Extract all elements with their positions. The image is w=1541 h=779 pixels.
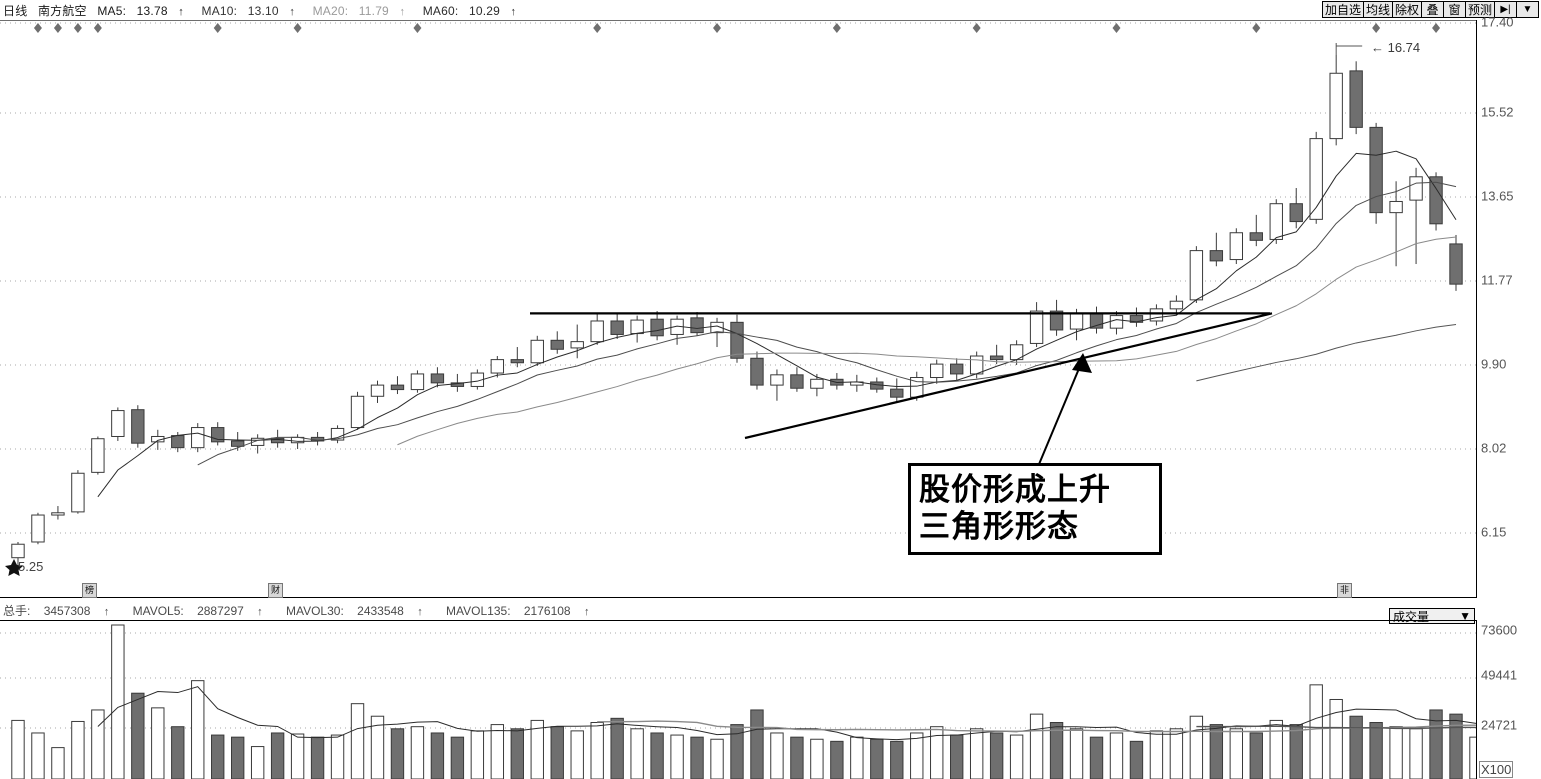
ma5-readout: MA5: 13.78 ↑ bbox=[97, 4, 184, 18]
annotation-line-1: 股价形成上升 bbox=[919, 472, 1111, 509]
chart-toolbar: 加自选 均线 除权 叠 窗 预测 ▶| ▼ bbox=[1321, 1, 1539, 18]
volume-axis: 73600 49441 24721 X100 bbox=[1476, 620, 1541, 779]
volume-chart-svg bbox=[0, 624, 1476, 779]
price-chart-svg bbox=[0, 22, 1476, 576]
x-axis-badge-ranking[interactable]: 榜 bbox=[82, 583, 97, 598]
period-label: 日线 bbox=[3, 4, 28, 18]
x-axis-badge-other[interactable]: 非 bbox=[1337, 583, 1352, 598]
overlay-button[interactable]: 叠 bbox=[1420, 1, 1444, 18]
window-button[interactable]: 窗 bbox=[1442, 1, 1466, 18]
mavol135-readout: MAVOL135: 2176108 ↑ bbox=[446, 604, 590, 618]
volume-axis-tick: 73600 bbox=[1481, 622, 1518, 638]
volume-unit-label: X100 bbox=[1479, 761, 1514, 778]
ma10-readout: MA10: 13.10 ↑ bbox=[201, 4, 296, 18]
annotation-line-2: 三角形形态 bbox=[919, 509, 1079, 545]
price-axis-tick: 17.40 bbox=[1481, 14, 1514, 30]
peak-price-marker: ← 16.74 bbox=[1371, 40, 1421, 55]
volume-axis-tick: 24721 bbox=[1481, 717, 1518, 733]
price-axis-tick: 15.52 bbox=[1481, 104, 1514, 120]
chevron-down-icon[interactable]: ▼ bbox=[1516, 1, 1539, 18]
price-axis-tick: 9.90 bbox=[1481, 356, 1507, 372]
stock-name-label: 南方航空 bbox=[37, 4, 87, 18]
moving-average-button[interactable]: 均线 bbox=[1362, 1, 1393, 18]
ex-rights-button[interactable]: 除权 bbox=[1391, 1, 1422, 18]
price-axis-tick: 8.02 bbox=[1481, 440, 1507, 456]
total-volume-readout: 总手: 3457308 ↑ bbox=[3, 604, 110, 618]
indicator-readout: 日线 南方航空 MA5: 13.78 ↑ MA10: 13.10 ↑ MA20:… bbox=[3, 2, 530, 19]
volume-header: 总手: 3457308 ↑ MAVOL5: 2887297 ↑ MAVOL30:… bbox=[0, 600, 1541, 618]
low-price-marker: 5.25 bbox=[18, 559, 44, 574]
forecast-button[interactable]: 预测 bbox=[1464, 1, 1495, 18]
ma60-readout: MA60: 10.29 ↑ bbox=[422, 4, 517, 18]
price-axis-tick: 6.15 bbox=[1481, 524, 1507, 540]
ma20-readout: MA20: 11.79 ↑ bbox=[312, 4, 406, 18]
price-axis-tick: 11.77 bbox=[1481, 272, 1513, 288]
volume-readout: 总手: 3457308 ↑ MAVOL5: 2887297 ↑ MAVOL30:… bbox=[3, 602, 609, 619]
price-axis: 17.40 15.52 13.65 11.77 9.90 8.02 6.15 bbox=[1476, 15, 1541, 598]
volume-axis-tick: 49441 bbox=[1481, 667, 1518, 683]
mavol5-readout: MAVOL5: 2887297 ↑ bbox=[132, 604, 263, 618]
pattern-annotation-box: 股价形成上升 三角形形态 bbox=[908, 463, 1162, 555]
add-watchlist-button[interactable]: 加自选 bbox=[1321, 1, 1364, 18]
chart-header: 日线 南方航空 MA5: 13.78 ↑ MA10: 13.10 ↑ MA20:… bbox=[0, 0, 1541, 20]
mavol30-readout: MAVOL30: 2433548 ↑ bbox=[285, 604, 423, 618]
volume-chart-panel[interactable] bbox=[0, 620, 1476, 779]
chevron-down-icon: ▼ bbox=[1459, 609, 1471, 623]
price-axis-tick: 13.65 bbox=[1481, 188, 1514, 204]
x-axis-badge-finance[interactable]: 财 bbox=[268, 583, 283, 598]
price-chart-panel[interactable] bbox=[0, 20, 1476, 598]
